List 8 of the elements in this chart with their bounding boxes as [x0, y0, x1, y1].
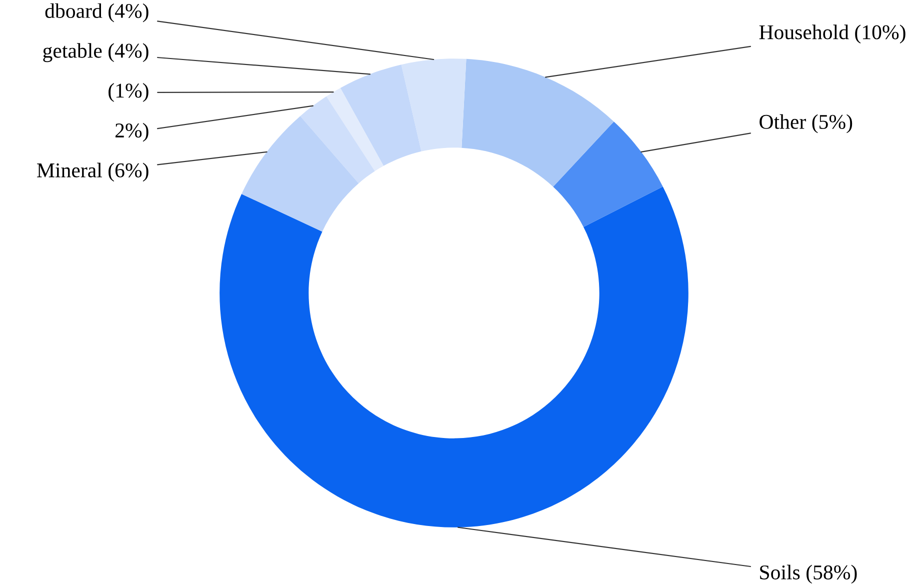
slice-label: 2%) — [115, 122, 148, 142]
slice-label: getable (4%) — [43, 43, 148, 62]
slice-label: Mineral (6%) — [37, 162, 148, 182]
slice-label: Household (10%) — [759, 24, 906, 44]
slice-label: dboard (4%) — [45, 3, 148, 22]
slice-label: Other (5%) — [760, 114, 852, 134]
slice-label: Soils (58%) — [760, 564, 857, 584]
slice-label: (1%) — [108, 83, 148, 102]
